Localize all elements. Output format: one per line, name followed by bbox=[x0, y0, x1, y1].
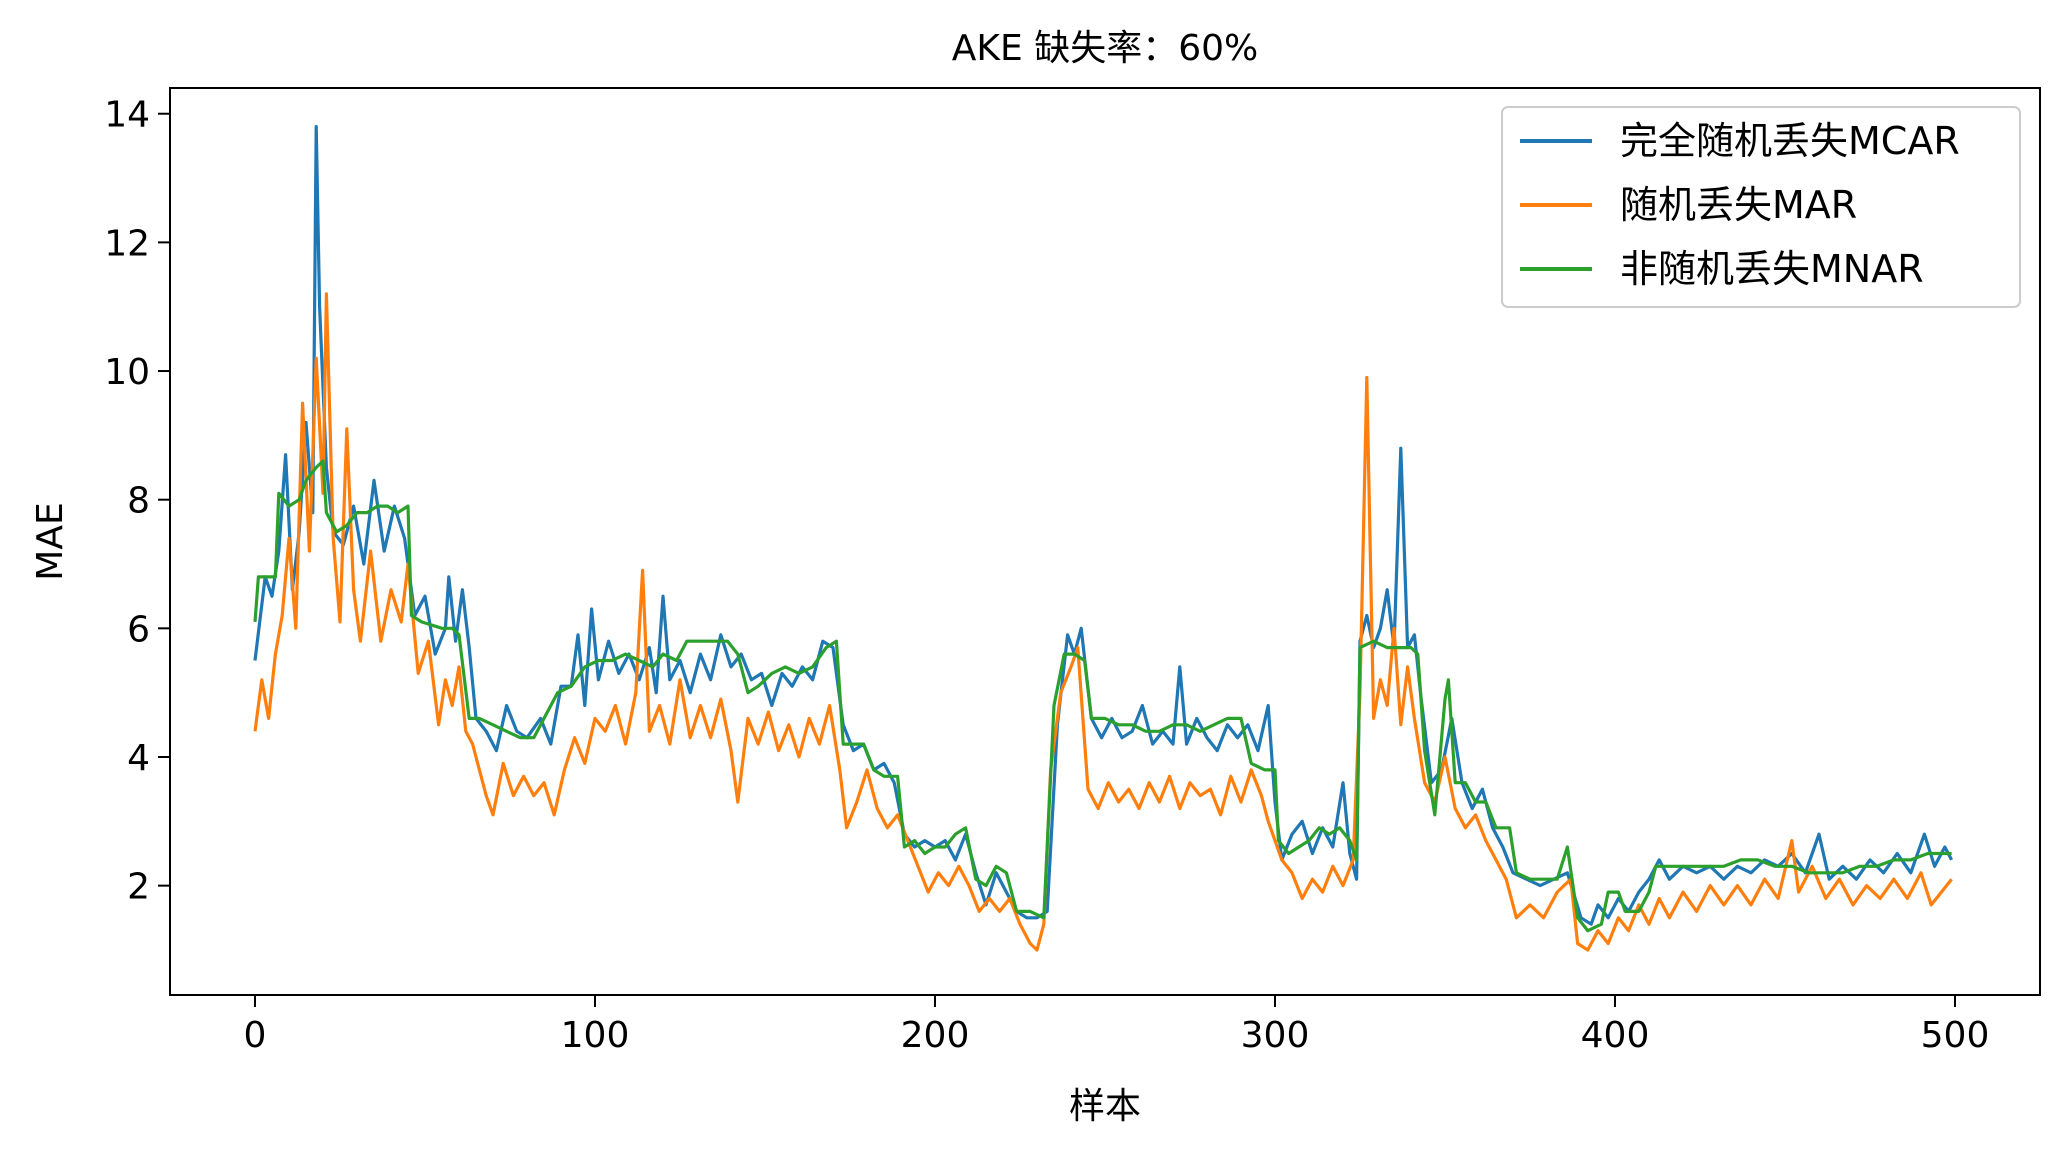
x-tick-label: 500 bbox=[1921, 1015, 1990, 1056]
y-tick-label: 12 bbox=[104, 223, 150, 264]
legend-label-2: 随机丢失MAR bbox=[1620, 183, 1857, 227]
y-axis: 2 4 6 8 10 12 14 bbox=[104, 95, 170, 908]
y-axis-label: MAE bbox=[30, 502, 71, 580]
y-tick-label: 6 bbox=[127, 609, 150, 650]
y-tick-label: 10 bbox=[104, 352, 150, 393]
y-tick-label: 2 bbox=[127, 867, 150, 908]
x-tick-label: 200 bbox=[901, 1015, 970, 1056]
legend-label-1: 完全随机丢失MCAR bbox=[1620, 119, 1960, 163]
legend-box bbox=[1501, 106, 2021, 308]
series-line-2 bbox=[253, 292, 1953, 952]
x-tick-label: 300 bbox=[1241, 1015, 1310, 1056]
chart-title: AKE 缺失率：60% bbox=[952, 28, 1258, 69]
series-layer bbox=[253, 124, 1954, 952]
plot-frame bbox=[169, 87, 2041, 996]
legend: 完全随机丢失MCAR 随机丢失MAR 非随机丢失MNAR bbox=[1501, 106, 2021, 308]
x-tick-label: 400 bbox=[1581, 1015, 1650, 1056]
y-tick-label: 8 bbox=[127, 481, 150, 522]
x-tick-label: 100 bbox=[561, 1015, 630, 1056]
x-axis-label: 样本 bbox=[1069, 1086, 1141, 1127]
y-tick-label: 14 bbox=[104, 95, 150, 136]
legend-label-3: 非随机丢失MNAR bbox=[1620, 247, 1924, 291]
y-tick-label: 4 bbox=[127, 738, 150, 779]
series-line-3 bbox=[253, 459, 1952, 933]
x-tick-label: 0 bbox=[244, 1015, 267, 1056]
x-axis: 0 100 200 300 400 500 bbox=[244, 995, 1990, 1056]
